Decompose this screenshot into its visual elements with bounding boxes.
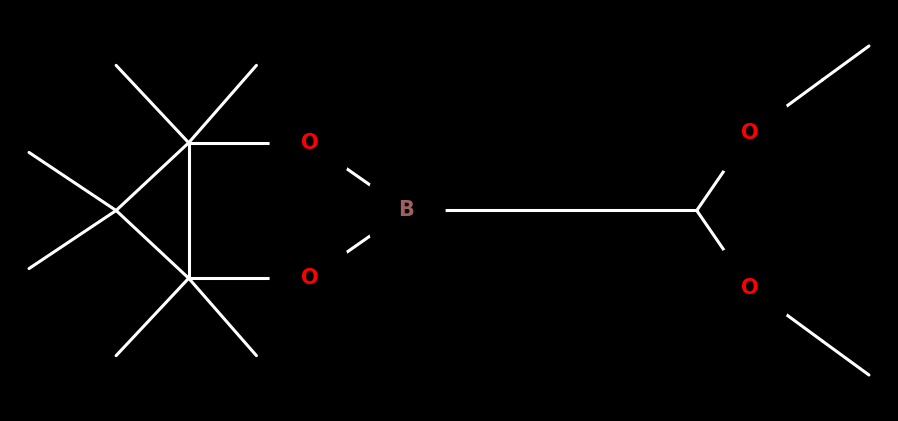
Text: O: O xyxy=(301,268,319,288)
Text: O: O xyxy=(741,123,759,143)
Text: O: O xyxy=(301,133,319,153)
Text: B: B xyxy=(399,200,414,221)
Text: O: O xyxy=(741,278,759,298)
